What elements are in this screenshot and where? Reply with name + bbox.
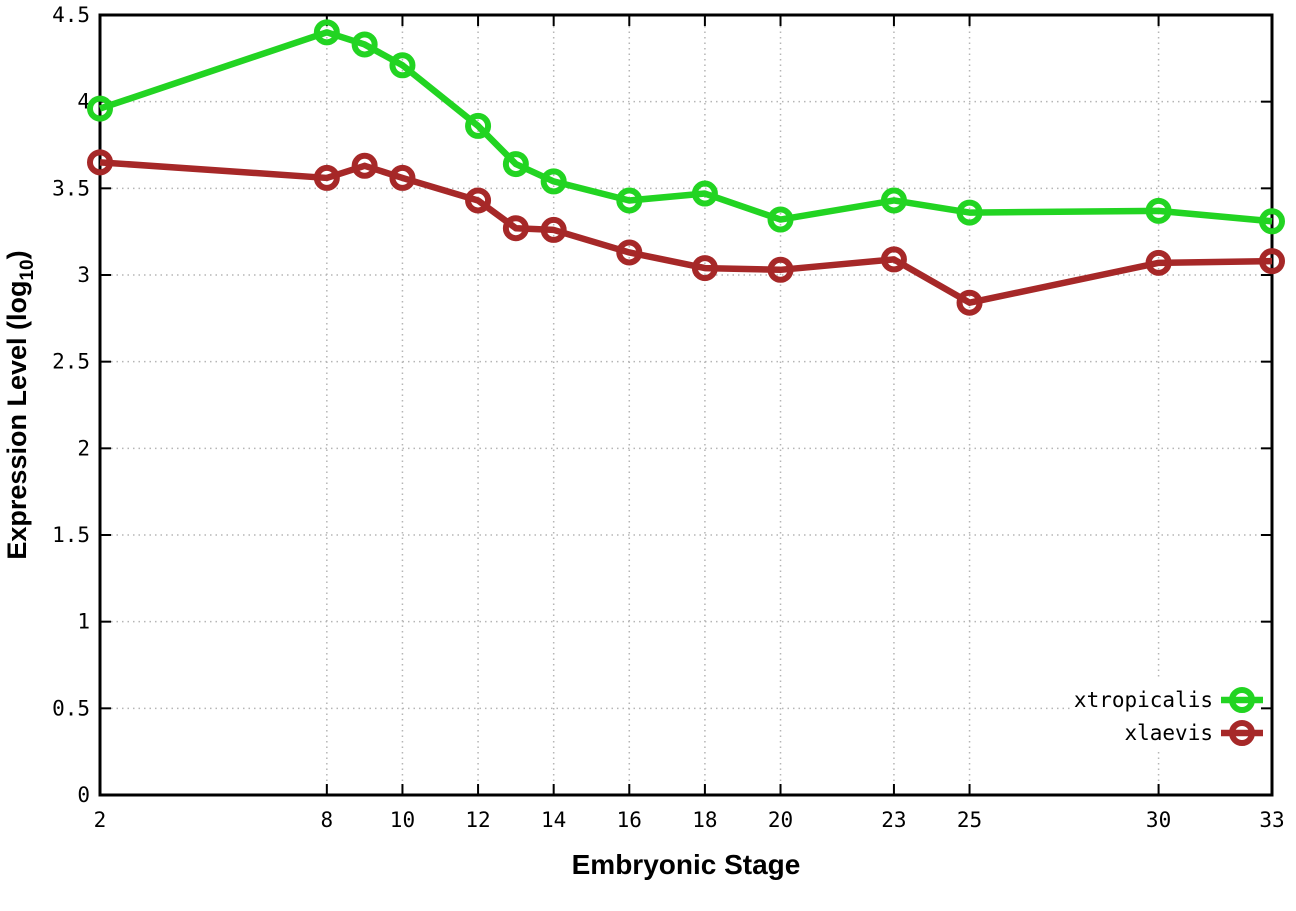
data-point-xtropicalis bbox=[1259, 208, 1285, 235]
plot-border bbox=[98, 13, 1274, 797]
y-tick-label: 3.5 bbox=[52, 176, 90, 200]
x-tick-label: 12 bbox=[465, 808, 490, 832]
x-tick-label: 10 bbox=[390, 808, 415, 832]
data-point-xlaevis bbox=[87, 149, 113, 176]
data-point-xtropicalis bbox=[616, 187, 643, 214]
data-point-xtropicalis bbox=[1145, 197, 1172, 224]
x-tick-label: 8 bbox=[321, 808, 334, 832]
y-tick-label: 0 bbox=[77, 783, 90, 807]
legend-label-xtropicalis: xtropicalis bbox=[1074, 688, 1213, 712]
x-tick-label: 30 bbox=[1146, 808, 1171, 832]
data-point-xtropicalis bbox=[389, 52, 416, 79]
data-point-xlaevis bbox=[389, 164, 416, 191]
data-point-xlaevis bbox=[1259, 248, 1285, 275]
y-tick-label: 1.5 bbox=[52, 523, 90, 547]
data-point-xtropicalis bbox=[87, 95, 113, 122]
x-tick-label: 2 bbox=[94, 808, 107, 832]
data-point-xlaevis bbox=[956, 289, 983, 316]
y-tick-label: 4.5 bbox=[52, 3, 90, 27]
x-tick-label: 33 bbox=[1259, 808, 1284, 832]
y-tick-label: 0.5 bbox=[52, 696, 90, 720]
y-tick-label: 3 bbox=[77, 263, 90, 287]
data-point-xlaevis bbox=[351, 152, 378, 179]
data-point-xtropicalis bbox=[465, 112, 492, 139]
data-point-xtropicalis bbox=[502, 151, 529, 178]
y-tick-label: 2 bbox=[77, 436, 90, 460]
legend-marker-xtropicalis bbox=[1229, 687, 1255, 713]
data-point-xlaevis bbox=[502, 215, 529, 242]
data-point-xlaevis bbox=[313, 164, 340, 191]
data-point-xlaevis bbox=[465, 187, 492, 214]
x-tick-label: 14 bbox=[541, 808, 566, 832]
x-tick-label: 18 bbox=[692, 808, 717, 832]
data-point-xtropicalis bbox=[880, 187, 907, 214]
data-point-xtropicalis bbox=[540, 168, 567, 195]
tick-marks bbox=[99, 14, 1273, 796]
x-tick-label: 20 bbox=[768, 808, 793, 832]
data-point-xtropicalis bbox=[767, 206, 794, 233]
data-point-xtropicalis bbox=[313, 19, 340, 46]
legend-label-xlaevis: xlaevis bbox=[1124, 721, 1213, 745]
x-tick-label: 23 bbox=[881, 808, 906, 832]
data-point-xlaevis bbox=[767, 256, 794, 283]
x-tick-label: 25 bbox=[957, 808, 982, 832]
y-tick-label: 4 bbox=[77, 90, 90, 114]
data-point-xlaevis bbox=[880, 246, 907, 273]
data-point-xtropicalis bbox=[691, 180, 718, 207]
data-point-xlaevis bbox=[540, 216, 567, 243]
y-axis-title: Expression Level (log10) bbox=[2, 250, 38, 559]
data-point-xtropicalis bbox=[351, 31, 378, 58]
y-tick-label: 1 bbox=[77, 610, 90, 634]
x-axis-title: Embryonic Stage bbox=[572, 849, 801, 880]
data-point-xlaevis bbox=[691, 255, 718, 282]
y-tick-label: 2.5 bbox=[52, 350, 90, 374]
series-line-xlaevis bbox=[99, 159, 1273, 306]
data-point-xlaevis bbox=[1145, 249, 1172, 276]
legend-marker-xlaevis bbox=[1229, 720, 1255, 746]
data-point-xlaevis bbox=[616, 239, 643, 266]
data-point-xtropicalis bbox=[956, 199, 983, 226]
x-tick-label: 16 bbox=[617, 808, 642, 832]
